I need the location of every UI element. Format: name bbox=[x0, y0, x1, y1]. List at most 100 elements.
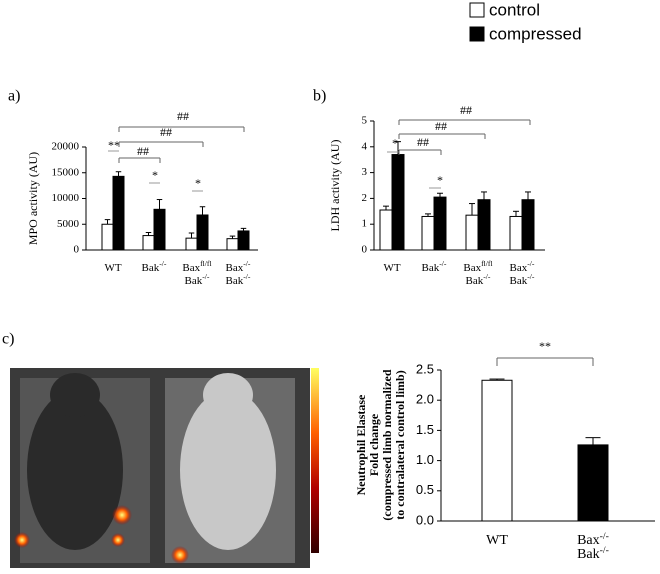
y-tick-label: 3 bbox=[362, 166, 368, 178]
category-sup: -/- bbox=[202, 272, 210, 281]
bar bbox=[379, 209, 393, 251]
bar bbox=[521, 199, 535, 251]
y-axis-title: MPO activity (AU) bbox=[26, 152, 40, 245]
category-sup: fl/fl bbox=[200, 259, 212, 268]
error-bar bbox=[437, 192, 443, 198]
bar bbox=[101, 223, 114, 251]
bar bbox=[577, 444, 609, 522]
category-sup: -/- bbox=[439, 259, 447, 268]
x-tick-label: WT bbox=[383, 262, 400, 274]
y-tick-label: 1 bbox=[362, 218, 368, 230]
y-tick-label: 0.0 bbox=[416, 512, 434, 527]
category-sup: -/- bbox=[159, 259, 167, 268]
category-sup: -/- bbox=[243, 272, 251, 281]
bar bbox=[112, 175, 125, 251]
y-tick-label: 15000 bbox=[52, 166, 80, 178]
y-axis-title: LDH activity (AU) bbox=[328, 140, 342, 232]
x-tick-label: Bax-/- bbox=[577, 531, 609, 548]
bar bbox=[196, 214, 209, 251]
category-text: Bax bbox=[510, 262, 528, 274]
y-tick-label: 1.0 bbox=[416, 452, 434, 467]
bar bbox=[509, 215, 523, 251]
x-tick-label: Bak-/- bbox=[510, 272, 535, 287]
x-tick-label: Bak-/- bbox=[466, 272, 491, 287]
panel-label: a) bbox=[8, 88, 20, 105]
x-tick-label: Bax-/- bbox=[226, 259, 251, 274]
category-sup: fl/fl bbox=[481, 259, 493, 268]
category-text: Bak bbox=[466, 275, 484, 287]
y-tick-label: 0 bbox=[362, 244, 368, 256]
bar bbox=[465, 214, 479, 251]
mouse-photo bbox=[10, 368, 319, 568]
category-sup: -/- bbox=[483, 272, 491, 281]
category-text: Bak bbox=[142, 262, 160, 274]
bar bbox=[421, 215, 435, 251]
bar bbox=[433, 196, 447, 251]
y-axis-title: Fold change bbox=[367, 413, 381, 476]
y-tick-label: 0.5 bbox=[416, 482, 434, 497]
category-text: Bak bbox=[577, 547, 600, 562]
y-tick-label: 0 bbox=[74, 244, 80, 256]
x-tick-label: WT bbox=[486, 533, 508, 548]
significance-label: ** bbox=[539, 339, 551, 353]
bar bbox=[185, 237, 198, 251]
x-tick-label: Bax-/- bbox=[510, 259, 535, 274]
error-bar bbox=[469, 203, 475, 216]
error-bar bbox=[525, 191, 531, 200]
error-bar bbox=[585, 437, 601, 445]
panel-label: b) bbox=[313, 88, 326, 105]
y-tick-label: 2 bbox=[362, 192, 368, 204]
error-bar bbox=[188, 232, 195, 239]
category-text: Bak bbox=[185, 275, 203, 287]
category-text: Bak bbox=[510, 275, 528, 287]
error-bar bbox=[383, 205, 389, 211]
error-bar bbox=[229, 235, 236, 239]
y-tick-label: 4 bbox=[362, 140, 368, 152]
y-tick-label: 2.0 bbox=[416, 392, 434, 407]
y-tick-label: 2.5 bbox=[416, 361, 434, 376]
bar bbox=[142, 235, 155, 251]
category-sup: -/- bbox=[527, 259, 535, 268]
category-text: Bak bbox=[226, 275, 244, 287]
category-text: Bax bbox=[577, 533, 600, 548]
category-sup: -/- bbox=[527, 272, 535, 281]
category-text: Bax bbox=[226, 262, 244, 274]
bar bbox=[237, 230, 250, 251]
y-axis-title: (compressed limb normalized bbox=[380, 369, 394, 520]
error-bar bbox=[425, 213, 431, 217]
category-text: WT bbox=[104, 262, 121, 274]
y-axis-title: to contralateral control limb) bbox=[393, 370, 407, 519]
panel-label: c) bbox=[2, 331, 14, 348]
bar bbox=[153, 208, 166, 251]
error-bar bbox=[199, 206, 206, 215]
y-tick-label: 20000 bbox=[52, 141, 80, 153]
legend-label: compressed bbox=[489, 24, 582, 43]
category-text: WT bbox=[486, 533, 508, 548]
significance-label: ## bbox=[177, 109, 189, 123]
error-bar bbox=[145, 231, 152, 236]
x-tick-label: Bak-/- bbox=[577, 545, 609, 562]
category-sup: -/- bbox=[243, 259, 251, 268]
y-tick-label: 1.5 bbox=[416, 422, 434, 437]
bar bbox=[391, 154, 405, 251]
category-sup: -/- bbox=[600, 531, 609, 542]
x-tick-label: WT bbox=[104, 262, 121, 274]
legend-swatch bbox=[469, 2, 485, 18]
x-tick-label: Bak-/- bbox=[226, 272, 251, 287]
category-text: WT bbox=[383, 262, 400, 274]
significance-label: * bbox=[195, 176, 201, 190]
error-bar bbox=[240, 227, 247, 231]
x-tick-label: Baxfl/fl bbox=[463, 259, 492, 274]
significance-label: ## bbox=[137, 144, 149, 158]
x-tick-label: Bak-/- bbox=[142, 259, 167, 274]
category-sup: -/- bbox=[600, 545, 609, 556]
significance-label: ** bbox=[108, 138, 120, 152]
error-bar bbox=[115, 171, 122, 177]
significance-label: ## bbox=[417, 135, 429, 149]
category-text: Bax bbox=[463, 262, 481, 274]
x-tick-label: Bak-/- bbox=[185, 272, 210, 287]
error-bar bbox=[513, 210, 519, 217]
category-text: Bak bbox=[422, 262, 440, 274]
x-tick-label: Bak-/- bbox=[422, 259, 447, 274]
